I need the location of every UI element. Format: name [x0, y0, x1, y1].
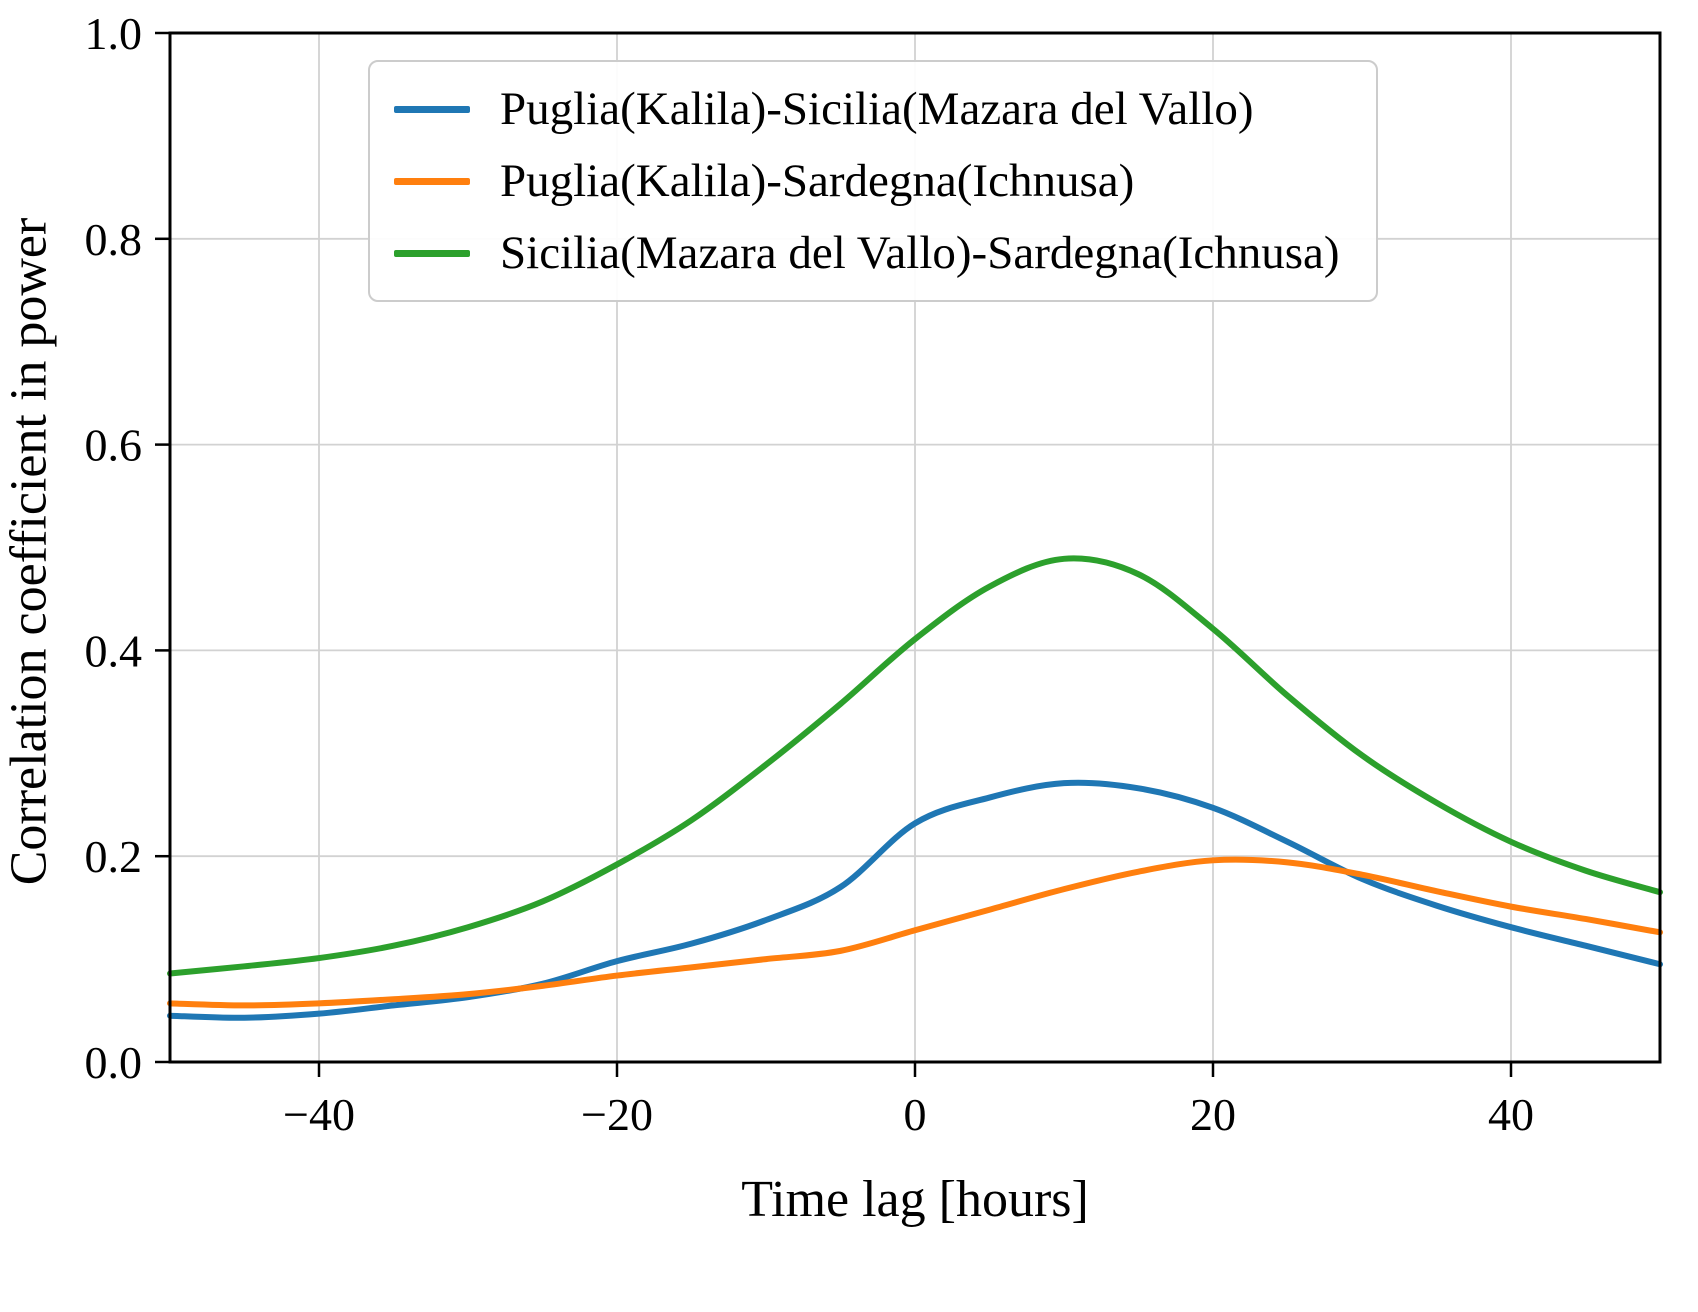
- x-tick-label: −20: [581, 1089, 653, 1140]
- legend-item: Sicilia(Mazara del Vallo)-Sardegna(Ichnu…: [394, 226, 1340, 280]
- y-tick-label: 0.0: [85, 1037, 143, 1088]
- y-axis-label: Correlation coefficient in power: [0, 217, 58, 886]
- x-axis-label: Time lag [hours]: [741, 1171, 1089, 1228]
- y-tick-label: 1.0: [85, 8, 143, 59]
- legend-label: Sicilia(Mazara del Vallo)-Sardegna(Ichnu…: [500, 227, 1340, 279]
- y-tick-label: 0.8: [85, 214, 143, 265]
- legend-label: Puglia(Kalila)-Sardegna(Ichnusa): [500, 155, 1135, 207]
- x-tick-label: 40: [1488, 1089, 1534, 1140]
- x-tick-label: −40: [283, 1089, 355, 1140]
- legend-swatch-green: [394, 249, 470, 257]
- legend: Puglia(Kalila)-Sicilia(Mazara del Vallo)…: [368, 60, 1378, 302]
- y-tick-label: 0.4: [85, 625, 143, 676]
- legend-swatch-orange: [394, 177, 470, 185]
- series-line-1: [167, 856, 1663, 1009]
- series-line-0: [167, 779, 1663, 1021]
- series-line-2: [167, 555, 1663, 977]
- legend-label: Puglia(Kalila)-Sicilia(Mazara del Vallo): [500, 83, 1254, 135]
- x-tick-label: 0: [904, 1089, 927, 1140]
- y-tick-label: 0.6: [85, 420, 143, 471]
- legend-swatch-blue: [394, 105, 470, 113]
- legend-item: Puglia(Kalila)-Sardegna(Ichnusa): [394, 154, 1340, 208]
- legend-item: Puglia(Kalila)-Sicilia(Mazara del Vallo): [394, 82, 1340, 136]
- y-tick-label: 0.2: [85, 831, 143, 882]
- x-tick-label: 20: [1190, 1089, 1236, 1140]
